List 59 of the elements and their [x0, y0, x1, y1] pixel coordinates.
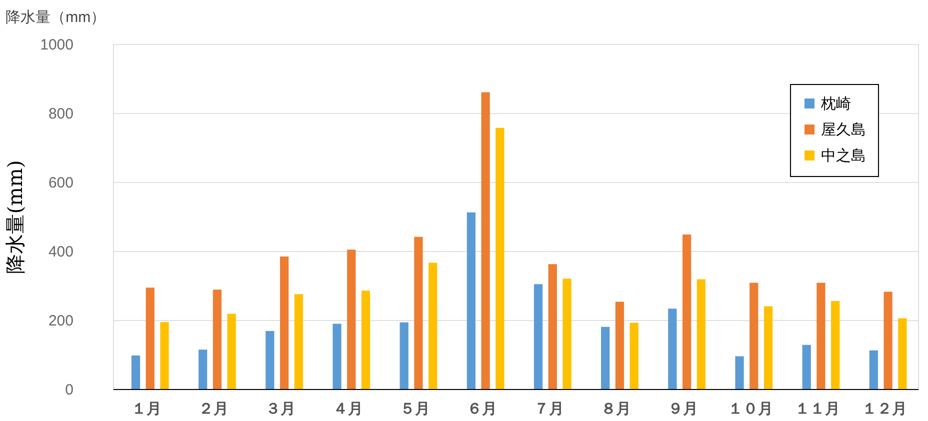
y-tick-label: 200 [48, 312, 74, 330]
bar [227, 314, 236, 389]
x-tick-label: ９月 [668, 400, 698, 418]
bar [884, 292, 892, 389]
y-tick-label: 600 [48, 174, 74, 192]
bar [615, 302, 624, 389]
y-tick-label: 0 [65, 382, 74, 398]
bar [534, 284, 543, 389]
bar [802, 344, 811, 389]
legend-label: 中之島 [821, 148, 866, 164]
bar [496, 128, 504, 389]
bar [146, 288, 154, 389]
bar [294, 294, 303, 389]
x-tick-label: １２月 [862, 400, 907, 418]
x-tick-label: ７月 [534, 400, 564, 418]
bar [280, 256, 289, 389]
bar [160, 322, 169, 389]
bar [428, 262, 438, 389]
bar [831, 301, 840, 389]
bar [548, 264, 557, 389]
bar [266, 331, 274, 389]
x-tick-label: ６月 [466, 400, 497, 418]
bar [869, 350, 878, 389]
x-tick-label: １０月 [728, 400, 773, 418]
legend-label: 屋久島 [821, 122, 866, 138]
bar [750, 282, 758, 389]
y-tick-label: 800 [48, 106, 74, 122]
x-tick-label: ５月 [400, 400, 430, 418]
bar [481, 92, 490, 389]
x-tick-label: ８月 [601, 400, 632, 418]
bar [562, 278, 572, 389]
bar [735, 356, 744, 389]
bar [198, 350, 208, 389]
bar [400, 322, 408, 389]
bar [696, 279, 706, 389]
bar [347, 250, 356, 389]
legend-label: 枕崎 [820, 96, 851, 112]
bar [601, 326, 610, 389]
bar [212, 290, 222, 389]
x-tick-label: ３月 [266, 400, 296, 418]
bar [466, 212, 476, 389]
bar [361, 290, 370, 389]
bar [668, 308, 677, 389]
y-tick-label: 400 [48, 244, 74, 260]
x-tick-label: ２月 [198, 400, 229, 418]
bar [414, 236, 423, 389]
y-axis-title: 降水量(mm) [3, 160, 28, 274]
bar [764, 306, 773, 389]
bar [898, 318, 907, 389]
x-tick-label: １１月 [794, 400, 840, 418]
bar [816, 282, 826, 389]
bar [332, 324, 342, 389]
text: 降水量（mm） [6, 9, 106, 26]
bar [131, 356, 140, 389]
x-tick-label: ４月 [332, 400, 363, 418]
bar [630, 322, 638, 389]
y-tick-label: 1000 [40, 36, 74, 54]
bar [682, 234, 692, 389]
x-tick-label: １月 [132, 400, 162, 418]
